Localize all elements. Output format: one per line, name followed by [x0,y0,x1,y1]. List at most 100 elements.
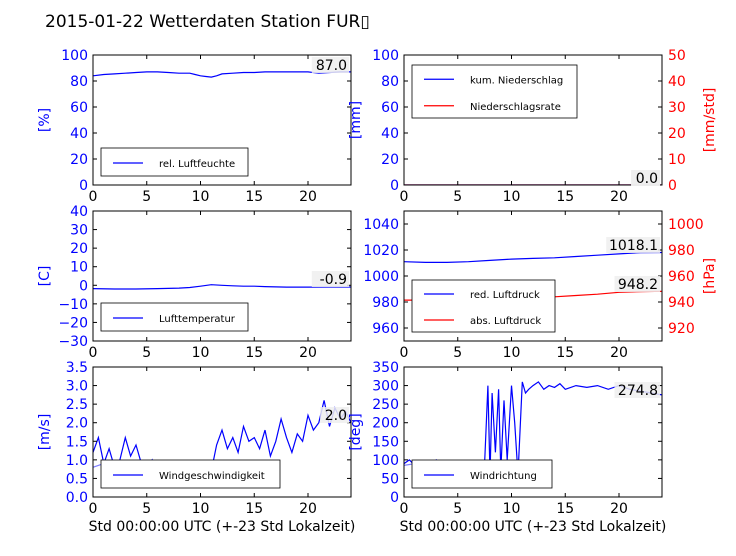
temperature-series-line-0 [93,284,351,290]
humidity-value-label-bg [311,57,349,73]
wind-xtick-label: 5 [142,501,151,517]
precip-xtick-label: 0 [400,189,409,205]
temperature-xtick-label: 15 [245,345,263,361]
wind-ytick-label: 3.5 [66,360,88,376]
pressure-xtick-label: 0 [400,345,409,361]
pressure-ytick-right-label: 940 [668,295,695,311]
precip-ytick-label: 80 [381,74,399,90]
wind-axes-frame [92,366,352,498]
pressure-legend-label: red. Luftdruck [470,290,540,301]
precip-xtick-label: 5 [453,189,462,205]
wind-xtick-label: 20 [299,501,317,517]
pressure-ytick-right-label: 920 [668,321,695,337]
wind-ytick-label: 2.5 [66,397,88,413]
temperature-xtick-label: 0 [89,345,98,361]
temperature-panel: 0 5 10 15 20 −30 −20 −10 0 10 20 30 40 [C] Lufttempera… [37,204,352,361]
humidity-ytick-label: 100 [61,48,88,64]
direction-xtick-label: 20 [610,501,628,517]
direction-xlabel: Std 00:00:00 UTC (+-23 Std Lokalzeit) [400,519,667,535]
precip-ytick-right-label: 50 [668,48,686,64]
temperature-value-label: -0.9 [320,272,347,288]
precip-xtick-label: 15 [556,189,574,205]
pressure-legend-label: abs. Luftdruck [470,316,541,327]
chart-title: 2015-01-22 Wetterdaten Station FUR▯ [45,12,370,32]
pressure-xtick-label: 10 [503,345,521,361]
pressure-series-line-0 [404,251,662,263]
humidity-value-label: 87.0 [316,58,347,74]
direction-legend-label: Windrichtung [470,471,537,482]
direction-ytick-label: 150 [372,434,399,450]
wind-value-label-bg [320,407,349,423]
wind-ytick-label: 1.5 [66,434,88,450]
temperature-ylabel: [C] [37,266,53,287]
temperature-axes-frame [92,210,352,342]
wind-xtick-label: 10 [192,501,210,517]
pressure-value-label-2-bg [614,276,660,292]
direction-legend-box [411,459,553,489]
temperature-xtick-label: 5 [142,345,151,361]
humidity-xtick-label: 15 [245,189,263,205]
humidity-ytick-label: 20 [70,152,88,168]
temperature-xtick-label: 20 [299,345,317,361]
wind-xtick-label: 0 [89,501,98,517]
precip-ytick-label: 100 [372,48,399,64]
direction-ytick-label: 100 [372,453,399,469]
precip-value-label-2-bg [631,170,660,186]
temperature-ytick-label: 40 [70,204,88,220]
precip-ylabel-right: [mm/std] [702,88,718,153]
wind-xtick-label: 15 [245,501,263,517]
pressure-ytick-right-label: 960 [668,269,695,285]
pressure-value-label-bg [606,237,660,253]
direction-ytick-label: 350 [372,360,399,376]
pressure-ytick-right-label: 980 [668,243,695,259]
direction-ytick-label: 250 [372,397,399,413]
pressure-ylabel-right: [hPa] [702,258,718,294]
direction-ytick-label: 300 [372,379,399,395]
pressure-panel: 0 5 10 15 20 960 980 1000 1020 1040 920 940 960 980 10… [363,210,718,361]
precip-ylabel: [mm] [348,101,364,139]
wind-value-label: 2.0 [325,408,347,424]
humidity-axes-frame [92,54,352,186]
precip-legend-label: kum. Niederschlag [470,75,563,86]
direction-value-label: 274.8 [618,383,658,399]
pressure-value-label-2: 948.2 [618,277,658,293]
temperature-ytick-label: −20 [58,315,88,331]
wind-panel: 0 5 10 15 20 0.0 0.5 1.0 1.5 2.0 2.5 3.0 3.5 [m/s] Std… [37,360,355,535]
wind-ylabel: [m/s] [37,414,53,451]
wind-legend-box [100,459,281,489]
precip-ytick-right-label: 30 [668,100,686,116]
pressure-ytick-label: 1040 [363,217,399,233]
wind-ytick-label: 2.0 [66,416,88,432]
precip-ytick-label: 60 [381,100,399,116]
precip-ytick-right-label: 0 [668,178,677,194]
wind-series-line-0 [93,400,351,484]
humidity-ytick-label: 40 [70,126,88,142]
humidity-ytick-label: 60 [70,100,88,116]
pressure-xtick-label: 5 [453,345,462,361]
temperature-ytick-label: −10 [58,297,88,313]
precip-ytick-label: 40 [381,126,399,142]
humidity-ytick-label: 0 [79,178,88,194]
temperature-legend-label: Lufttemperatur [159,314,236,325]
humidity-series-line-0 [93,71,351,78]
temperature-ytick-label: 0 [79,278,88,294]
precip-ytick-label: 0 [390,178,399,194]
pressure-ytick-label: 980 [372,295,399,311]
direction-xtick-label: 15 [556,501,574,517]
humidity-panel: 0 5 10 15 20 0 20 40 60 80 100 [%] rel. Luftfeuchte 8… [37,48,352,205]
temperature-ytick-label: 20 [70,241,88,257]
precip-legend-label: Niederschlagsrate [470,102,561,113]
humidity-xtick-label: 5 [142,189,151,205]
precip-xtick-label: 20 [610,189,628,205]
wind-ytick-label: 3.0 [66,379,88,395]
temperature-ytick-label: −30 [58,334,88,350]
direction-axes-frame [403,366,663,498]
direction-value-label-bg [614,382,660,398]
precip-value-label-2: 0.0 [636,171,658,187]
temperature-xtick-label: 10 [192,345,210,361]
direction-xtick-label: 10 [503,501,521,517]
direction-ytick-label: 50 [381,471,399,487]
precip-axes-frame [403,54,663,186]
pressure-legend-box [411,279,556,333]
pressure-ytick-right-label: 1000 [668,217,704,233]
